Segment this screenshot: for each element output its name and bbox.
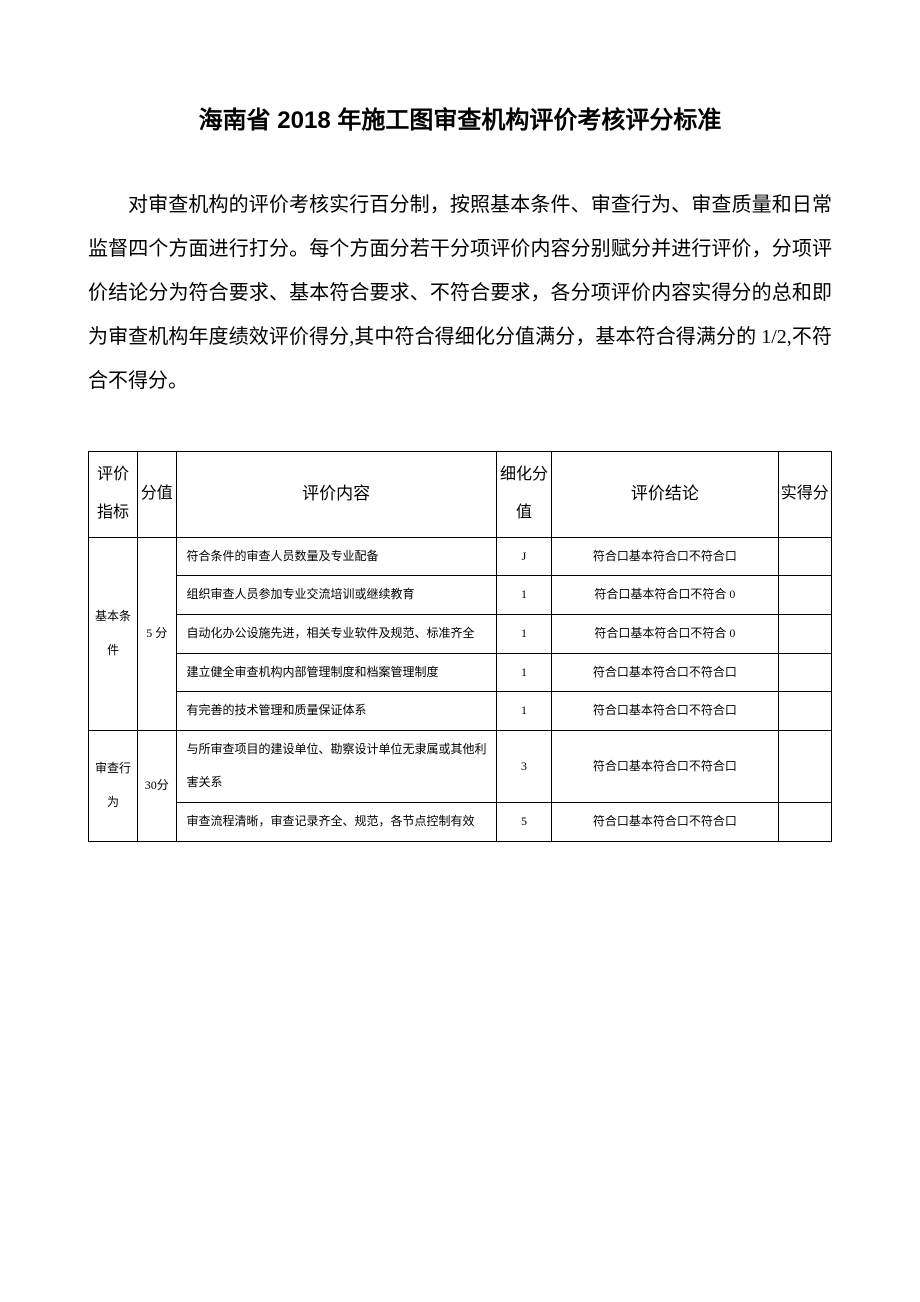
actual-cell xyxy=(778,802,831,841)
content-cell: 与所审查项目的建设单位、勘察设计单位无隶属或其他利害关系 xyxy=(176,730,496,802)
content-cell: 符合条件的审查人员数量及专业配备 xyxy=(176,537,496,576)
conclusion-cell: 符合口基本符合口不符合口 xyxy=(552,802,778,841)
header-indicator: 评价指标 xyxy=(89,452,138,538)
actual-cell xyxy=(778,576,831,615)
header-indicator-text: 评价指标 xyxy=(97,466,129,521)
header-score-text: 分值 xyxy=(141,485,173,502)
table-row: 组织审查人员参加专业交流培训或继续教育 1 符合口基本符合口不符合 0 xyxy=(89,576,832,615)
detail-cell: 5 xyxy=(496,802,552,841)
conclusion-cell: 符合口基本符合口不符合口 xyxy=(552,537,778,576)
header-detail-text: 细化分值 xyxy=(500,466,548,521)
detail-cell: 1 xyxy=(496,576,552,615)
table-row: 审查行为 30分 与所审查项目的建设单位、勘察设计单位无隶属或其他利害关系 3 … xyxy=(89,730,832,802)
page-title: 海南省 2018 年施工图审查机构评价考核评分标准 xyxy=(88,100,832,135)
content-cell: 组织审查人员参加专业交流培训或继续教育 xyxy=(176,576,496,615)
conclusion-cell: 符合口基本符合口不符合 0 xyxy=(552,614,778,653)
score-cell: 5 分 xyxy=(138,537,176,730)
indicator-cell: 审查行为 xyxy=(89,730,138,841)
header-content: 评价内容 xyxy=(176,452,496,538)
content-cell: 审查流程清晰，审查记录齐全、规范，各节点控制有效 xyxy=(176,802,496,841)
table-row: 自动化办公设施先进，相关专业软件及规范、标准齐全 1 符合口基本符合口不符合 0 xyxy=(89,614,832,653)
table-row: 审查流程清晰，审查记录齐全、规范，各节点控制有效 5 符合口基本符合口不符合口 xyxy=(89,802,832,841)
header-actual: 实得分 xyxy=(778,452,831,538)
actual-cell xyxy=(778,692,831,731)
indicator-cell: 基本条件 xyxy=(89,537,138,730)
detail-cell: 1 xyxy=(496,653,552,692)
table-row: 基本条件 5 分 符合条件的审查人员数量及专业配备 J 符合口基本符合口不符合口 xyxy=(89,537,832,576)
conclusion-cell: 符合口基本符合口不符合口 xyxy=(552,692,778,731)
header-detail: 细化分值 xyxy=(496,452,552,538)
actual-cell xyxy=(778,537,831,576)
table-header-row: 评价指标 分值 评价内容 细化分值 评价结论 实得分 xyxy=(89,452,832,538)
conclusion-cell: 符合口基本符合口不符合口 xyxy=(552,730,778,802)
content-cell: 自动化办公设施先进，相关专业软件及规范、标准齐全 xyxy=(176,614,496,653)
detail-cell: J xyxy=(496,537,552,576)
detail-cell: 1 xyxy=(496,614,552,653)
intro-paragraph: 对审查机构的评价考核实行百分制，按照基本条件、审查行为、审查质量和日常监督四个方… xyxy=(88,183,832,403)
header-actual-text: 实得分 xyxy=(781,485,829,502)
table-row: 有完善的技术管理和质量保证体系 1 符合口基本符合口不符合口 xyxy=(89,692,832,731)
conclusion-cell: 符合口基本符合口不符合 0 xyxy=(552,576,778,615)
score-cell: 30分 xyxy=(138,730,176,841)
actual-cell xyxy=(778,653,831,692)
conclusion-cell: 符合口基本符合口不符合口 xyxy=(552,653,778,692)
evaluation-table: 评价指标 分值 评价内容 细化分值 评价结论 实得分 基本条件 5 分 符合条件… xyxy=(88,451,832,842)
detail-cell: 3 xyxy=(496,730,552,802)
header-conclusion: 评价结论 xyxy=(552,452,778,538)
detail-cell: 1 xyxy=(496,692,552,731)
actual-cell xyxy=(778,730,831,802)
content-cell: 有完善的技术管理和质量保证体系 xyxy=(176,692,496,731)
header-score: 分值 xyxy=(138,452,176,538)
content-cell: 建立健全审查机构内部管理制度和档案管理制度 xyxy=(176,653,496,692)
actual-cell xyxy=(778,614,831,653)
table-row: 建立健全审查机构内部管理制度和档案管理制度 1 符合口基本符合口不符合口 xyxy=(89,653,832,692)
